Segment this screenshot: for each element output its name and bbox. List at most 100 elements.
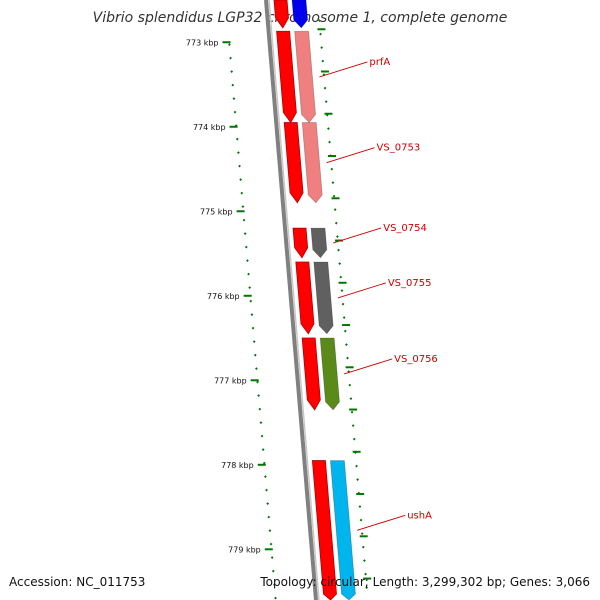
gene-arrow xyxy=(294,30,316,124)
scale-tick-label: 775 kbp xyxy=(200,207,233,216)
guide-dot xyxy=(318,19,321,22)
guide-dot xyxy=(262,461,266,465)
guide-dot xyxy=(339,275,343,279)
guide-dot xyxy=(341,302,345,306)
guide-dot xyxy=(352,437,356,441)
guide-dot xyxy=(232,97,236,100)
cds-track xyxy=(273,0,337,600)
guide-dot xyxy=(348,383,352,387)
gene-arrow xyxy=(329,460,356,600)
guide-dot xyxy=(328,140,331,144)
guide-dot xyxy=(260,434,264,438)
cds-arrow xyxy=(301,337,321,411)
summary-text: Topology: circular; Length: 3,299,302 bp… xyxy=(260,575,590,589)
guide-dot xyxy=(243,232,247,235)
guide-dot xyxy=(365,586,369,589)
gene-labels: prfA VS_0753 VS_0754 VS_0755 VS_0756 ushA xyxy=(319,57,438,531)
guide-dot xyxy=(253,353,257,357)
guide-dot xyxy=(251,326,255,330)
backbone-highlight xyxy=(268,0,320,600)
guide-dot xyxy=(257,394,261,397)
gene-label: VS_0753 xyxy=(377,143,421,154)
cds-arrow xyxy=(273,0,289,29)
gene-arrow xyxy=(291,0,309,29)
gene-arrow xyxy=(313,261,334,335)
guide-dot xyxy=(238,164,241,168)
guide-dot xyxy=(239,178,243,181)
scale-tick-label: 778 kbp xyxy=(221,461,254,470)
scale-tick-label: 774 kbp xyxy=(193,123,226,132)
scale-ticks: 773 kbp 774 kbp 775 kbp 776 kbp 777 kbp 778 k… xyxy=(186,38,273,554)
guide-dot xyxy=(332,194,336,198)
guide-dot xyxy=(273,583,276,586)
guide-dot xyxy=(323,86,327,90)
guide-dot xyxy=(327,127,330,130)
scale-tick-label: 777 kbp xyxy=(214,376,247,385)
guide-dot xyxy=(364,572,367,576)
guide-dot xyxy=(331,181,335,184)
gene-scale-ticks xyxy=(317,28,372,580)
guide-dot xyxy=(320,46,324,49)
guide-dot xyxy=(252,340,256,343)
scale-tick-label: 779 kbp xyxy=(228,545,261,554)
gene-label: ushA xyxy=(407,510,432,521)
gene-label: prfA xyxy=(369,57,390,68)
guide-dot xyxy=(235,137,239,141)
guide-dot xyxy=(340,289,344,292)
label-leader xyxy=(319,61,368,78)
guide-dot xyxy=(228,43,231,46)
guide-dot xyxy=(338,262,342,265)
guide-dot xyxy=(247,272,250,276)
guide-dot xyxy=(249,299,253,303)
cds-arrow xyxy=(311,460,337,600)
guide-dot xyxy=(258,407,262,411)
guide-dot xyxy=(255,367,258,370)
guide-dot xyxy=(270,556,274,559)
cds-arrow xyxy=(276,30,297,124)
label-leader xyxy=(344,358,393,375)
guide-dot xyxy=(343,329,347,333)
guide-dot xyxy=(265,488,268,492)
label-leader xyxy=(326,147,375,164)
gene-arrow xyxy=(301,122,323,204)
cds-arrow xyxy=(295,261,315,335)
accession-text: Accession: NC_011753 xyxy=(9,575,146,589)
label-leader xyxy=(333,227,382,244)
guide-dot xyxy=(241,205,245,208)
guide-dot xyxy=(244,245,248,249)
guide-dot xyxy=(229,56,232,60)
guide-dot xyxy=(363,559,366,562)
guide-dot xyxy=(259,421,263,424)
guide-dot xyxy=(350,410,354,414)
guide-dot xyxy=(250,313,254,316)
guide-dot xyxy=(359,518,363,522)
guide-dot xyxy=(261,448,265,451)
guide-dot xyxy=(271,569,275,573)
label-leader xyxy=(337,282,386,299)
guide-dot xyxy=(336,235,339,238)
guide-dot xyxy=(246,259,249,262)
cds-arrow xyxy=(283,122,304,204)
guide-dot xyxy=(358,505,362,508)
guide-dot xyxy=(337,248,340,252)
guide-dot xyxy=(349,397,353,400)
guide-dot xyxy=(266,502,270,505)
guide-dot xyxy=(256,380,259,384)
label-leader xyxy=(357,514,406,531)
guide-dot xyxy=(233,110,237,114)
backbone-line xyxy=(264,0,318,600)
guide-dot xyxy=(356,478,360,481)
scale-tick-label: 773 kbp xyxy=(186,38,219,47)
gene-arrow xyxy=(319,337,340,411)
guide-dot xyxy=(345,343,348,346)
guide-dot xyxy=(321,59,325,63)
guide-dot xyxy=(361,545,365,549)
guide-dot xyxy=(333,208,337,211)
guide-dot xyxy=(248,286,252,289)
outer-dotted-guide xyxy=(228,19,369,600)
gene-label: VS_0756 xyxy=(394,354,438,365)
guide-dot xyxy=(237,151,240,154)
guide-dot xyxy=(360,532,364,535)
guide-dot xyxy=(355,464,358,468)
